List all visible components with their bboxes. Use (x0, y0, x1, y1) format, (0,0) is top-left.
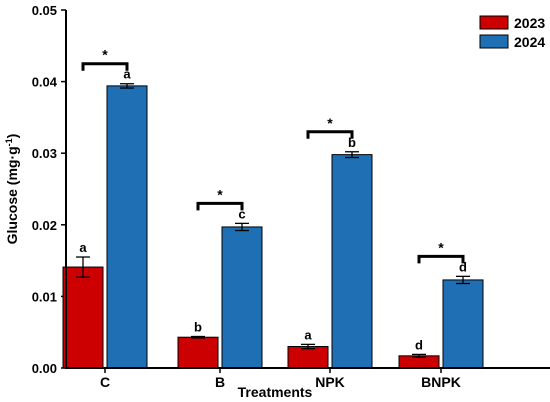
bar-2024-C (106, 85, 148, 369)
significance-bracket (417, 254, 465, 264)
y-tick-label: 0.04 (32, 75, 58, 90)
legend: 2023 2024 (479, 15, 545, 50)
bars-group (62, 83, 484, 369)
x-tick-label: B (215, 374, 225, 390)
bar-2023-C (62, 266, 104, 369)
legend-label-2024: 2024 (514, 34, 545, 50)
x-tick-label: BNPK (421, 374, 461, 390)
significance-asterisk: * (102, 47, 108, 63)
x-tick-label: C (100, 374, 110, 390)
bar-2023-B (177, 336, 219, 369)
significance-bracket (306, 130, 354, 139)
significance-bracket (81, 62, 129, 71)
bar-2024-NPK (331, 154, 373, 369)
significance-bracket (196, 201, 244, 211)
y-tick-label: 0.02 (32, 218, 57, 233)
x-tick-label: NPK (315, 374, 345, 390)
y-tick-label: 0.00 (32, 361, 57, 376)
significance-letter: b (194, 319, 202, 334)
significance-letter: d (459, 259, 467, 274)
significance-asterisk: * (217, 186, 223, 202)
significance-letter: a (79, 240, 87, 255)
y-axis-title-close: ) (4, 134, 20, 139)
legend-swatch-2024 (479, 34, 509, 49)
significance-letter: a (123, 67, 131, 82)
y-tick-label: 0.05 (32, 3, 57, 18)
significance-letter: c (238, 206, 245, 221)
bar-2024-B (221, 226, 263, 369)
y-axis-title-superscript: -1 (4, 138, 14, 146)
y-tick-label: 0.01 (32, 289, 57, 304)
significance-letter: b (348, 135, 356, 150)
y-axis-ticks: 0.00 0.01 0.02 0.03 0.04 0.05 (32, 3, 66, 376)
x-tick-labels: C B NPK BNPK (100, 368, 461, 390)
annotations-group: a a * b c * a b * d d * (79, 47, 467, 353)
significance-asterisk: * (327, 115, 333, 131)
significance-letter: a (304, 327, 312, 342)
x-axis-title: Treatments (238, 384, 313, 400)
legend-swatch-2023 (479, 15, 509, 30)
significance-letter: d (415, 337, 423, 352)
bar-2024-BNPK (442, 279, 484, 369)
bar-2023-NPK (287, 346, 329, 369)
y-axis-title: Glucose (mg·g-1) (4, 134, 20, 245)
significance-asterisk: * (438, 239, 444, 255)
y-axis-title-main: Glucose (mg·g (4, 146, 20, 244)
y-tick-label: 0.03 (32, 146, 57, 161)
legend-label-2023: 2023 (514, 15, 545, 31)
